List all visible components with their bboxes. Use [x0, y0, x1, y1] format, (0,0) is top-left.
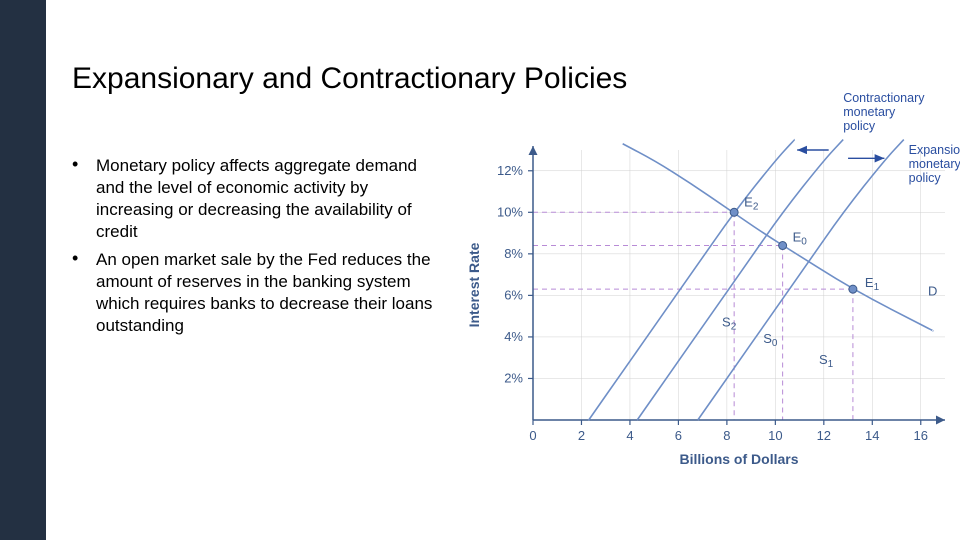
svg-text:Billions of Dollars: Billions of Dollars	[679, 451, 798, 467]
svg-text:S0: S0	[763, 331, 778, 349]
svg-text:4: 4	[626, 428, 633, 443]
bullet-icon: •	[72, 249, 96, 267]
svg-text:10%: 10%	[497, 204, 523, 219]
bullet-list: • Monetary policy affects aggregate dema…	[72, 155, 442, 343]
svg-text:0: 0	[529, 428, 536, 443]
svg-text:12%: 12%	[497, 163, 523, 178]
svg-text:4%: 4%	[504, 329, 523, 344]
svg-text:6: 6	[675, 428, 682, 443]
svg-text:14: 14	[865, 428, 879, 443]
svg-text:2%: 2%	[504, 370, 523, 385]
svg-text:D: D	[928, 283, 937, 298]
svg-text:16: 16	[914, 428, 928, 443]
svg-text:10: 10	[768, 428, 782, 443]
interest-rate-chart: 0 2 4 6 8 10 12 14 16 2% 4% 6% 8% 10% 12% Billions of D…	[455, 140, 955, 470]
slide-title: Expansionary and Contractionary Policies	[72, 62, 627, 96]
list-item: • An open market sale by the Fed reduces…	[72, 249, 442, 337]
svg-text:S2: S2	[722, 315, 737, 333]
svg-text:8: 8	[723, 428, 730, 443]
bullet-icon: •	[72, 155, 96, 173]
svg-text:Interest Rate: Interest Rate	[466, 242, 482, 327]
svg-text:6%: 6%	[504, 287, 523, 302]
left-sidebar-accent	[0, 0, 46, 540]
slide: Expansionary and Contractionary Policies…	[0, 0, 960, 540]
svg-text:Contractionarymonetarypolicy: Contractionarymonetarypolicy	[843, 91, 925, 133]
svg-text:2: 2	[578, 428, 585, 443]
svg-text:12: 12	[817, 428, 831, 443]
list-item: • Monetary policy affects aggregate dema…	[72, 155, 442, 243]
svg-text:S1: S1	[819, 352, 834, 370]
svg-text:E2: E2	[744, 194, 759, 212]
svg-text:E0: E0	[793, 230, 808, 248]
bullet-text: Monetary policy affects aggregate demand…	[96, 155, 442, 243]
bullet-text: An open market sale by the Fed reduces t…	[96, 249, 442, 337]
chart-svg: 0 2 4 6 8 10 12 14 16 2% 4% 6% 8% 10% 12% Billions of D…	[455, 140, 955, 470]
svg-text:8%: 8%	[504, 246, 523, 261]
svg-text:Expansionarymonetarypolicy: Expansionarymonetarypolicy	[909, 143, 960, 185]
